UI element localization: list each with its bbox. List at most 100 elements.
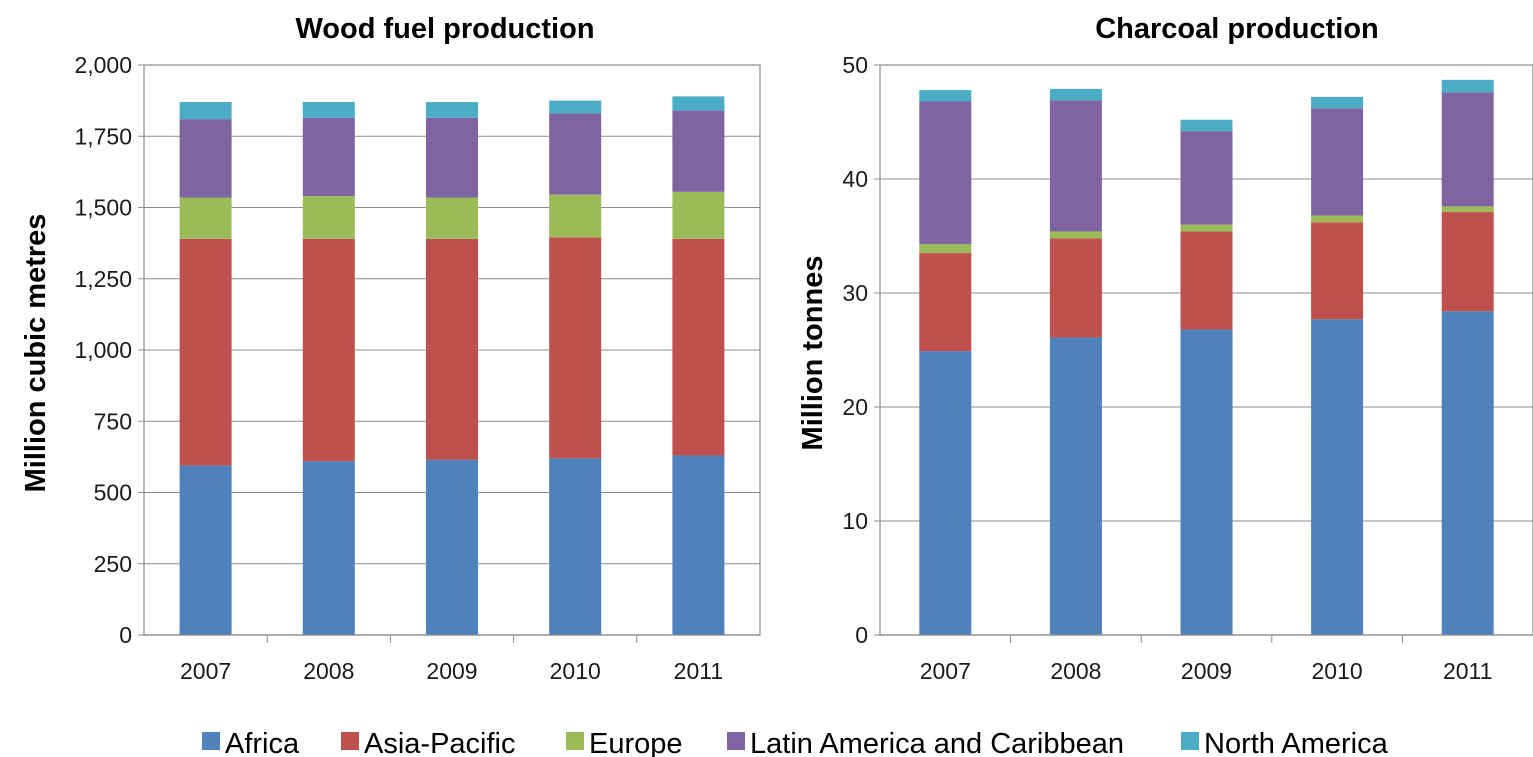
legend-label: Asia-Pacific — [364, 728, 516, 757]
legend-label: Latin America and Caribbean — [750, 728, 1124, 757]
bar-segment-asia-pacific — [302, 238, 355, 462]
bar-segment-europe — [426, 197, 478, 239]
bar-segment-africa — [1180, 329, 1233, 635]
bar-segment-africa — [549, 458, 602, 635]
bar-segment-africa — [1311, 319, 1364, 635]
legend-item-africa: Africa — [202, 728, 300, 757]
bar-segment-africa — [426, 459, 478, 635]
bar-segment-asia-pacific — [549, 237, 602, 459]
y-tick-label: 1,250 — [74, 266, 132, 292]
bar-segment-north-america — [302, 102, 355, 118]
legend-item-north-america: North America — [1181, 728, 1389, 757]
legend-item-asia-pacific: Asia-Pacific — [341, 728, 516, 757]
bar-segment-africa — [919, 351, 972, 635]
chart-title: Wood fuel production — [295, 13, 594, 45]
x-tick-label: 2008 — [1050, 658, 1101, 684]
y-axis-title: Million cubic metres — [20, 214, 52, 493]
bar-segment-north-america — [1049, 88, 1102, 101]
x-tick-label: 2007 — [920, 658, 971, 684]
bar-segment-asia-pacific — [672, 238, 725, 456]
x-tick-label: 2009 — [426, 658, 477, 684]
y-tick-label: 20 — [842, 394, 868, 420]
y-tick-label: 1,000 — [74, 337, 132, 363]
bar-segment-europe — [1049, 231, 1102, 239]
bars — [919, 79, 1494, 635]
bars — [179, 96, 725, 635]
y-tick-label: 500 — [94, 480, 132, 506]
legend-label: Europe — [589, 728, 683, 757]
legend-item-latin-america-and-caribbean: Latin America and Caribbean — [727, 728, 1124, 757]
bar-segment-europe — [672, 191, 725, 239]
bar-segment-europe — [1441, 206, 1494, 213]
bar-segment-latin-america-and-caribbean — [1311, 108, 1364, 216]
x-tick-label: 2011 — [1443, 658, 1492, 684]
bar-segment-africa — [1049, 337, 1102, 635]
bar-segment-latin-america-and-caribbean — [1441, 92, 1494, 207]
legend-swatch — [727, 732, 745, 750]
bar-segment-asia-pacific — [1180, 231, 1233, 330]
bar-segment-latin-america-and-caribbean — [549, 113, 602, 195]
bar-segment-latin-america-and-caribbean — [672, 110, 725, 192]
bar-segment-asia-pacific — [1311, 222, 1364, 320]
bar-segment-latin-america-and-caribbean — [919, 101, 972, 244]
y-tick-labels: 0 250 500 750 1,000 1,250 1,500 1,750 2,000 — [74, 52, 144, 648]
legend-swatch — [566, 732, 584, 750]
y-tick-label: 1,750 — [74, 123, 132, 149]
bar-segment-asia-pacific — [179, 238, 232, 466]
bar-segment-europe — [1311, 215, 1364, 223]
y-tick-label: 10 — [842, 508, 868, 534]
x-tick-label: 2008 — [303, 658, 354, 684]
bar-segment-asia-pacific — [919, 253, 972, 352]
bar-segment-latin-america-and-caribbean — [1180, 131, 1233, 225]
y-tick-labels: 0 10 20 30 40 50 — [842, 52, 880, 648]
x-tick-labels: 2007 2008 2009 2010 2011 — [180, 635, 723, 684]
legend-swatch — [202, 732, 220, 750]
bar-segment-europe — [302, 196, 355, 239]
x-tick-label: 2011 — [674, 658, 723, 684]
bar-segment-north-america — [549, 100, 602, 114]
chart-title: Charcoal production — [1095, 13, 1379, 45]
y-tick-label: 50 — [842, 52, 868, 78]
bar-segment-north-america — [919, 90, 972, 102]
wood-fuel-chart: Wood fuel production Million cubic metre… — [20, 13, 761, 684]
bar-segment-africa — [1441, 311, 1494, 635]
legend: Africa Asia-Pacific Europe Latin America… — [202, 728, 1389, 757]
bar-segment-north-america — [1441, 79, 1494, 93]
bar-segment-north-america — [1311, 96, 1364, 109]
bar-segment-latin-america-and-caribbean — [302, 117, 355, 197]
bar-segment-latin-america-and-caribbean — [179, 119, 232, 198]
legend-swatch — [341, 732, 359, 750]
bar-segment-latin-america-and-caribbean — [426, 117, 478, 198]
bar-segment-africa — [302, 461, 355, 635]
bar-segment-europe — [919, 243, 972, 254]
charcoal-chart: Charcoal production Million tonnes 0 10 20… — [797, 13, 1533, 684]
bar-segment-north-america — [179, 102, 232, 120]
legend-item-europe: Europe — [566, 728, 683, 757]
y-tick-label: 0 — [119, 622, 132, 648]
bar-segment-africa — [672, 455, 725, 635]
bar-segment-africa — [179, 465, 232, 635]
x-tick-label: 2010 — [550, 658, 601, 684]
x-tick-label: 2009 — [1181, 658, 1232, 684]
bar-segment-asia-pacific — [1049, 238, 1102, 338]
bar-segment-europe — [1180, 224, 1233, 232]
y-tick-label: 30 — [842, 280, 868, 306]
y-tick-label: 40 — [842, 166, 868, 192]
bar-segment-asia-pacific — [1441, 212, 1494, 312]
legend-swatch — [1181, 732, 1199, 750]
bar-segment-north-america — [426, 102, 478, 118]
bar-segment-latin-america-and-caribbean — [1049, 100, 1102, 232]
bar-segment-europe — [549, 194, 602, 238]
x-tick-label: 2007 — [180, 658, 231, 684]
bar-segment-asia-pacific — [426, 238, 478, 460]
legend-label: Africa — [225, 728, 300, 757]
bar-segment-north-america — [672, 96, 725, 111]
y-tick-label: 2,000 — [74, 52, 132, 78]
legend-label: North America — [1204, 728, 1389, 757]
y-tick-label: 750 — [94, 408, 132, 434]
y-tick-label: 1,500 — [74, 195, 132, 221]
x-tick-labels: 2007 2008 2009 2010 2011 — [920, 635, 1492, 684]
bar-segment-europe — [179, 197, 232, 239]
y-tick-label: 0 — [855, 622, 868, 648]
